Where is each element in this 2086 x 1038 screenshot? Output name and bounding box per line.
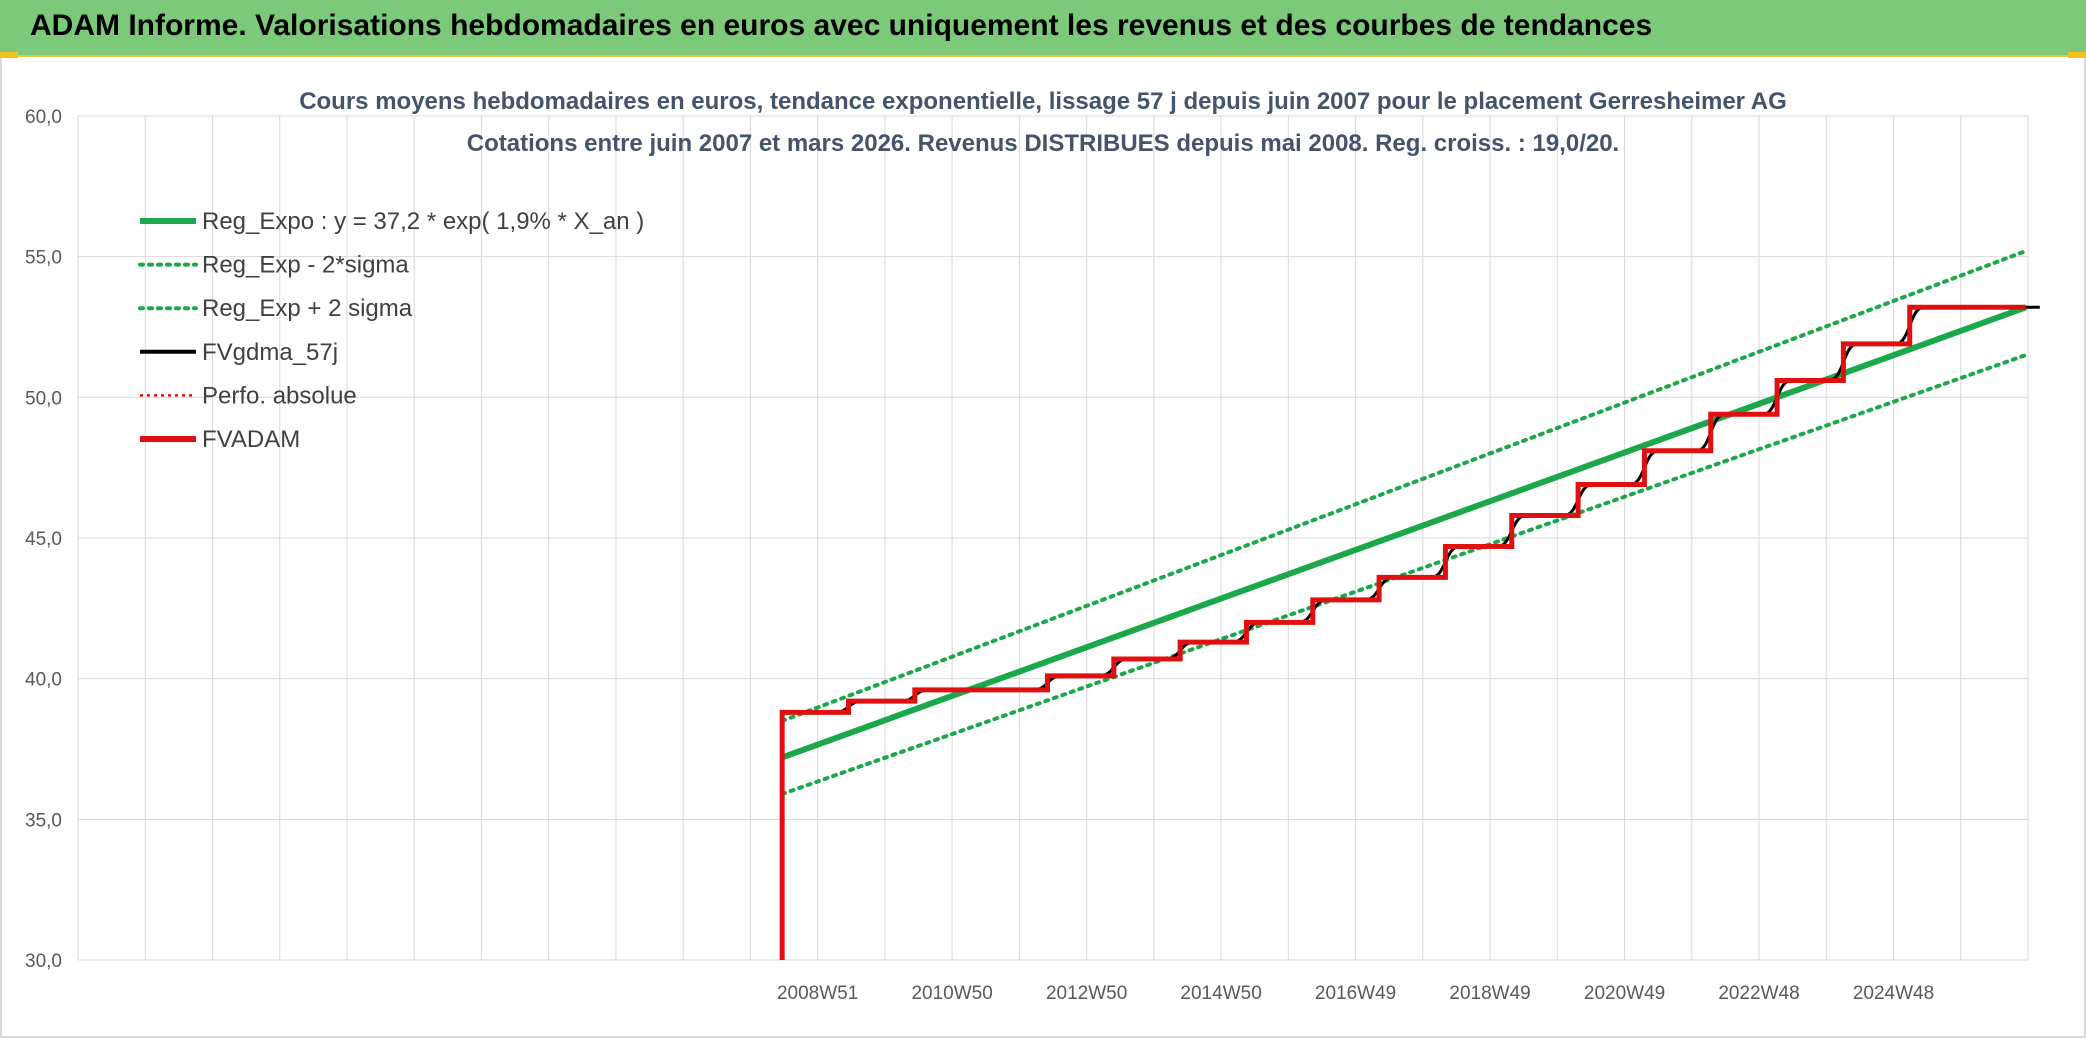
x-tick-label: 2010W50 <box>911 983 992 1004</box>
x-tick-label: 2018W49 <box>1449 983 1530 1004</box>
y-axis-ticks: 30,0 35,0 40,0 45,0 50,0 55,0 60,0 <box>25 107 62 972</box>
legend-label: FVADAM <box>202 426 300 453</box>
x-tick-label: 2020W49 <box>1584 983 1665 1004</box>
fvadam-line <box>779 304 2026 960</box>
x-tick-label: 2014W50 <box>1180 983 1261 1004</box>
x-axis-ticks: 2008W51 2010W50 2012W50 2014W50 2016W49 2018W… <box>777 983 1934 1004</box>
legend-label: Reg_Exp - 2*sigma <box>202 252 409 279</box>
banner-corner-right <box>2068 52 2086 58</box>
reg-exp-minus-2sigma-line <box>780 353 2028 796</box>
chart-series <box>779 249 2040 960</box>
y-tick-label: 30,0 <box>25 951 62 972</box>
banner-corner-left <box>0 52 18 58</box>
legend-label: FVgdma_57j <box>202 339 338 366</box>
report-title: ADAM Informe. Valorisations hebdomadaire… <box>30 9 1653 42</box>
legend-label: Reg_Expo : y = 37,2 * exp( 1,9% * X_an ) <box>202 208 644 235</box>
y-tick-label: 50,0 <box>25 388 62 409</box>
y-tick-label: 45,0 <box>25 529 62 550</box>
x-tick-label: 2022W48 <box>1718 983 1799 1004</box>
x-tick-label: 2016W49 <box>1315 983 1396 1004</box>
x-tick-label: 2024W48 <box>1853 983 1934 1004</box>
x-tick-label: 2008W51 <box>777 983 858 1004</box>
x-tick-label: 2012W50 <box>1046 983 1127 1004</box>
y-tick-label: 60,0 <box>25 107 62 128</box>
y-tick-label: 55,0 <box>25 248 62 269</box>
legend-label: Reg_Exp + 2 sigma <box>202 295 413 322</box>
legend-label: Perfo. absolue <box>202 382 357 409</box>
y-tick-label: 35,0 <box>25 810 62 831</box>
report-banner: ADAM Informe. Valorisations hebdomadaire… <box>0 0 2086 57</box>
chart-grid <box>77 115 2029 961</box>
chart-title-line-1: Cours moyens hebdomadaires en euros, ten… <box>299 88 1787 115</box>
chart-title-line-2: Cotations entre juin 2007 et mars 2026. … <box>467 130 1619 157</box>
y-tick-label: 40,0 <box>25 670 62 691</box>
reg-exp-plus-2sigma-line <box>780 249 2028 723</box>
chart-legend: Reg_Expo : y = 37,2 * exp( 1,9% * X_an )… <box>138 208 644 453</box>
